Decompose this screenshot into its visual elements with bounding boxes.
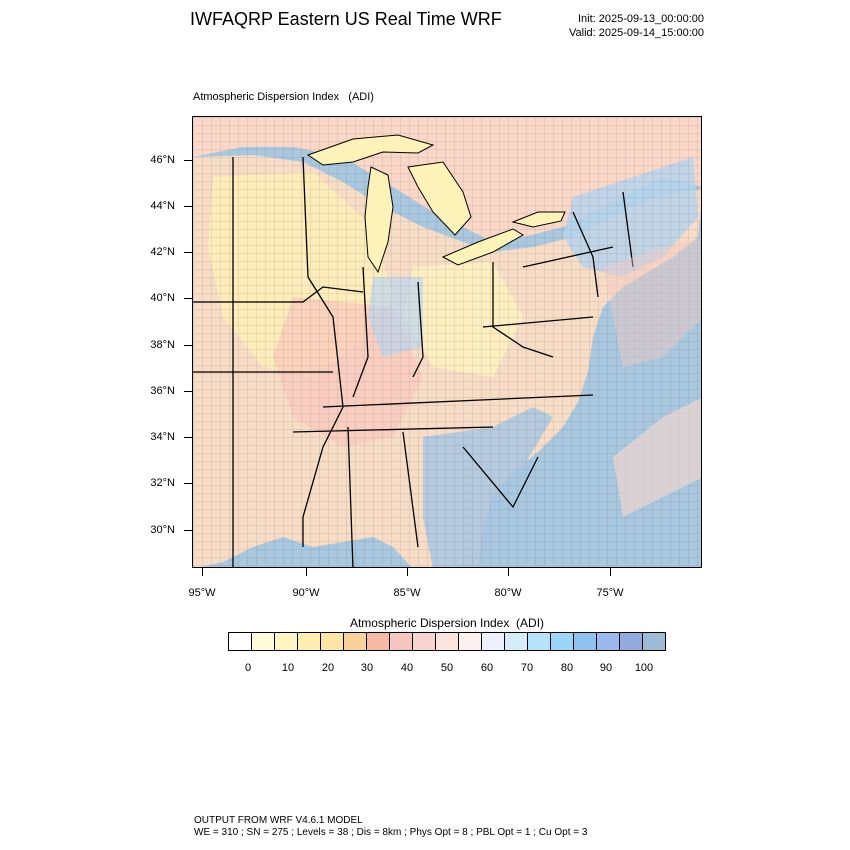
colorbar-label: 40 [400, 662, 414, 674]
lat-label-42: 42°N [150, 246, 175, 258]
lon-label-75: 75°W [596, 587, 624, 599]
lat-label-36: 36°N [150, 385, 175, 397]
lake-huron [407, 161, 472, 236]
map-panel [192, 116, 702, 568]
colorbar-swatch [367, 633, 390, 650]
lake-superior [306, 134, 435, 166]
lat-label-46: 46°N [150, 154, 175, 166]
colorbar-swatch [436, 633, 459, 650]
lat-label-38: 38°N [150, 339, 175, 351]
lon-tick [202, 568, 203, 576]
lon-tick [610, 568, 611, 576]
colorbar-swatch [597, 633, 620, 650]
colorbar-swatch [252, 633, 275, 650]
lake-michigan [364, 166, 394, 274]
lon-label-80: 80°W [494, 587, 522, 599]
lon-tick [306, 568, 307, 576]
colorbar-swatch [551, 633, 574, 650]
colorbar-swatch [459, 633, 482, 650]
colorbar-swatch [298, 633, 321, 650]
ocean-highlight-1 [613, 398, 701, 517]
colorbar-swatch [413, 633, 436, 650]
lon-label-95: 95°W [188, 587, 216, 599]
colorbar-swatch [275, 633, 298, 650]
colorbar-swatch [528, 633, 551, 650]
footer-model-line: OUTPUT FROM WRF V4.6.1 MODEL [194, 815, 363, 826]
lat-tick [184, 206, 192, 207]
colorbar-label: 30 [360, 662, 374, 674]
lat-tick [184, 530, 192, 531]
colorbar-swatch [321, 633, 344, 650]
lat-label-30: 30°N [150, 524, 175, 536]
colorbar-label: 0 [244, 662, 252, 674]
lat-tick [184, 298, 192, 299]
plot-title: IWFAQRP Eastern US Real Time WRF [190, 9, 502, 29]
map-canvas [193, 117, 701, 567]
colorbar-label: 70 [520, 662, 534, 674]
colorbar-label: 10 [281, 662, 295, 674]
colorbar-swatch [482, 633, 505, 650]
colorbar-swatch [390, 633, 413, 650]
colorbar-label: 20 [321, 662, 335, 674]
colorbar-title: Atmospheric Dispersion Index (ADI) [349, 616, 545, 630]
lon-label-85: 85°W [393, 587, 421, 599]
lat-label-34: 34°N [150, 431, 175, 443]
colorbar-label: 90 [599, 662, 613, 674]
lon-tick [407, 568, 408, 576]
lat-tick [184, 345, 192, 346]
footer-config-line: WE = 310 ; SN = 275 ; Levels = 38 ; Dis … [194, 827, 588, 838]
colorbar-swatch [344, 633, 367, 650]
lat-label-44: 44°N [150, 200, 175, 212]
lat-tick [184, 391, 192, 392]
lat-tick [184, 437, 192, 438]
colorbar-label: 50 [440, 662, 454, 674]
lake-ontario [511, 211, 566, 228]
colorbar-swatch [229, 633, 252, 650]
lat-label-32: 32°N [150, 477, 175, 489]
valid-time: Valid: 2025-09-14_15:00:00 [569, 27, 704, 39]
lon-tick [508, 568, 509, 576]
lat-tick [184, 483, 192, 484]
colorbar-swatch [643, 633, 665, 650]
colorbar-swatch [620, 633, 643, 650]
ocean-highlight-2 [603, 237, 701, 367]
colorbar [228, 632, 666, 651]
lake-erie [441, 228, 524, 266]
lat-label-40: 40°N [150, 292, 175, 304]
colorbar-label: 80 [560, 662, 574, 674]
lat-tick [184, 160, 192, 161]
state-boundaries [193, 156, 634, 567]
colorbar-label: 100 [634, 662, 654, 674]
colorbar-label: 60 [480, 662, 494, 674]
field-label: Atmospheric Dispersion Index (ADI) [193, 91, 374, 103]
lon-label-90: 90°W [292, 587, 320, 599]
colorbar-swatch [505, 633, 528, 650]
init-time: Init: 2025-09-13_00:00:00 [578, 13, 704, 25]
colorbar-swatch [574, 633, 597, 650]
lat-tick [184, 252, 192, 253]
